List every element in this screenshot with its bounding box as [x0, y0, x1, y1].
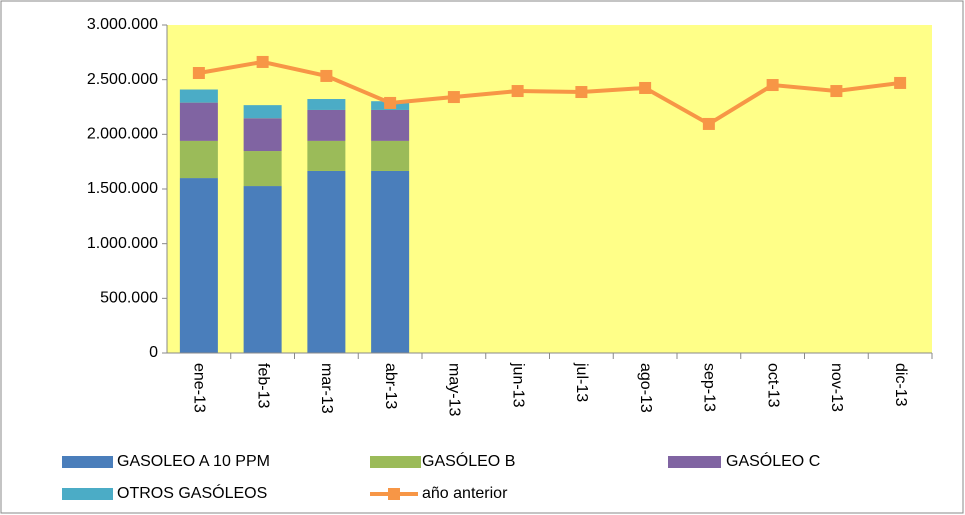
- bar-segment: [243, 151, 282, 187]
- line-marker: [639, 81, 652, 94]
- legend-swatch: [62, 456, 113, 468]
- x-tick-label: oct-13: [764, 363, 781, 408]
- x-tick-label: feb-13: [254, 363, 271, 408]
- x-tick-label: sep-13: [701, 363, 718, 412]
- line-marker: [384, 96, 397, 109]
- x-tick-label: nov-13: [828, 363, 845, 412]
- x-tick-label: jun-13: [509, 362, 526, 408]
- y-tick-label: 2.500.000: [87, 71, 158, 88]
- bar-segment: [307, 170, 346, 353]
- legend-label: OTROS GASÓLEOS: [117, 483, 267, 502]
- legend-swatch: [62, 488, 113, 500]
- legend-label: GASÓLEO B: [422, 451, 515, 470]
- bar-segment: [371, 170, 410, 353]
- y-tick-label: 1.000.000: [87, 235, 158, 252]
- bar-segment: [179, 140, 218, 179]
- bar-segment: [243, 105, 282, 119]
- plot-area: [167, 25, 932, 353]
- x-tick-label: dic-13: [892, 363, 909, 407]
- y-tick-label: 500.000: [100, 290, 158, 307]
- legend-label: año anterior: [422, 485, 508, 502]
- line-marker: [192, 66, 205, 79]
- y-tick-label: 1.500.000: [87, 180, 158, 197]
- line-marker: [575, 86, 588, 99]
- legend-label: GASOLEO A 10 PPM: [117, 453, 270, 470]
- x-tick-label: ene-13: [191, 363, 208, 413]
- legend-marker: [388, 488, 400, 500]
- line-marker: [447, 91, 460, 104]
- x-tick-label: abr-13: [382, 363, 399, 409]
- x-tick-label: may-13: [446, 363, 463, 416]
- bar-segment: [307, 99, 346, 110]
- line-marker: [766, 79, 779, 92]
- x-tick-label: jul-13: [573, 362, 590, 402]
- line-marker: [894, 76, 907, 89]
- x-tick-label: mar-13: [318, 363, 335, 414]
- line-marker: [511, 85, 524, 98]
- line-marker: [256, 55, 269, 68]
- bar-segment: [243, 186, 282, 353]
- bar-segment: [179, 102, 218, 141]
- y-tick-label: 2.000.000: [87, 126, 158, 143]
- legend-swatch: [370, 456, 421, 468]
- bar-segment: [307, 140, 346, 171]
- line-marker: [830, 85, 843, 98]
- line-marker: [320, 69, 333, 82]
- bar-segment: [179, 89, 218, 103]
- legend-label: GASÓLEO C: [726, 451, 820, 470]
- bar-segment: [179, 178, 218, 353]
- y-tick-label: 0: [149, 344, 158, 361]
- line-series: [198, 59, 901, 127]
- bar-segment: [307, 109, 346, 141]
- bar-segment: [371, 109, 410, 141]
- bar-segment: [371, 140, 410, 171]
- x-tick-label: ago-13: [637, 363, 654, 413]
- bar-segment: [243, 118, 282, 152]
- line-marker: [702, 117, 715, 130]
- legend-swatch: [668, 456, 721, 468]
- y-tick-label: 3.000.000: [87, 16, 158, 33]
